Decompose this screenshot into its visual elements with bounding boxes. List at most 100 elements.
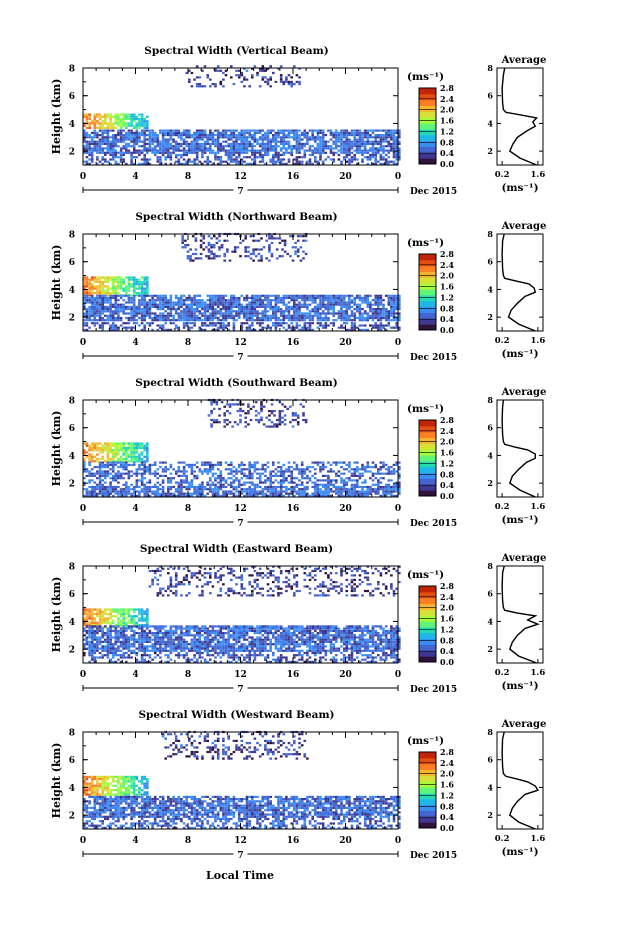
heatmap-cell (356, 470, 359, 473)
heatmap-cell (195, 488, 199, 491)
heatmap-cell (207, 235, 211, 238)
heatmap-cell (361, 314, 364, 317)
heatmap-cell (279, 147, 283, 150)
heatmap-cell (127, 131, 131, 134)
heatmap-cell (240, 129, 244, 132)
heatmap-cell (127, 474, 131, 477)
heatmap-cell (316, 303, 320, 306)
average-profile-line (501, 67, 538, 166)
heatmap-cell (303, 142, 307, 145)
average-x-tick-label: 1.6 (530, 336, 545, 346)
heatmap-cell (122, 305, 125, 308)
heatmap-cell (272, 463, 275, 466)
heatmap-cell (106, 280, 110, 284)
heatmap-cell (374, 294, 377, 297)
heatmap-cell (132, 455, 136, 458)
heatmap-cell (219, 310, 223, 313)
heatmap-cell (88, 294, 91, 297)
heatmap-cell (277, 158, 280, 161)
heatmap-cell (256, 312, 259, 315)
heatmap-cell (264, 326, 267, 329)
heatmap-cell (258, 160, 262, 163)
heatmap-cell (148, 301, 152, 304)
heatmap-cell (151, 312, 154, 315)
heatmap-cell (122, 151, 125, 154)
heatmap-cell (88, 136, 91, 139)
heatmap-cell (182, 470, 186, 473)
heatmap-cell (327, 301, 330, 304)
heatmap-cell (151, 305, 154, 308)
heatmap-cell (111, 291, 115, 295)
heatmap-cell (345, 314, 349, 317)
heatmap-cell (248, 314, 251, 317)
heatmap-cell (211, 492, 215, 495)
heatmap-cell (130, 156, 133, 159)
heatmap-cell (329, 301, 333, 304)
heatmap-cell (366, 129, 370, 132)
heatmap-cell (382, 461, 385, 464)
heatmap-cell (153, 316, 157, 320)
heatmap-cell (256, 151, 259, 154)
heatmap-cell (248, 316, 251, 320)
heatmap-cell (211, 140, 215, 143)
heatmap-cell (219, 494, 223, 497)
heatmap-cell (227, 472, 230, 475)
heatmap-cell (223, 252, 226, 256)
heatmap-cell (398, 328, 401, 331)
heatmap-cell (369, 477, 372, 480)
heatmap-cell (159, 488, 162, 491)
heatmap-cell (101, 490, 104, 493)
heatmap-cell (256, 492, 259, 495)
heatmap-cell (122, 466, 125, 469)
heatmap-cell (127, 280, 131, 284)
heatmap-cell (90, 479, 94, 482)
heatmap-cell (253, 299, 257, 302)
heatmap-cell (251, 466, 254, 469)
panel-title: Spectral Width (Vertical Beam) (144, 45, 328, 57)
heatmap-cell (363, 149, 367, 152)
heatmap-cell (308, 314, 312, 317)
heatmap-cell (156, 324, 160, 327)
heatmap-cell (98, 446, 102, 450)
heatmap-cell (83, 294, 86, 297)
heatmap-cell (127, 446, 131, 450)
heatmap-cell (266, 80, 270, 83)
heatmap-cell (321, 138, 325, 141)
heatmap-cell (350, 310, 354, 313)
heatmap-cell (104, 305, 107, 308)
heatmap-cell (266, 303, 270, 306)
heatmap-cell (201, 490, 204, 493)
heatmap-cell (240, 477, 244, 480)
heatmap-cell (188, 485, 191, 489)
heatmap-cell (350, 301, 354, 304)
heatmap-cell (127, 299, 131, 302)
colorbar-swatch (419, 259, 436, 267)
heatmap-cell (366, 466, 370, 469)
heatmap-cell (285, 305, 288, 308)
heatmap-cell (117, 474, 120, 477)
heatmap-cell (188, 142, 191, 145)
heatmap-cell (146, 138, 149, 141)
heatmap-cell (127, 488, 131, 491)
heatmap-cell (104, 142, 107, 145)
heatmap-cell (188, 149, 191, 152)
heatmap-cell (332, 136, 335, 139)
heatmap-cell (146, 289, 149, 292)
heatmap-cell (177, 149, 181, 152)
heatmap-cell (260, 405, 263, 408)
heatmap-cell (245, 142, 249, 145)
heatmap-cell (332, 299, 335, 302)
heatmap-cell (298, 76, 301, 79)
heatmap-cell (156, 296, 160, 300)
heatmap-cell (146, 470, 149, 473)
heatmap-cell (285, 142, 288, 145)
heatmap-cell (353, 131, 356, 134)
heatmap-cell (106, 149, 110, 152)
heatmap-cell (219, 294, 223, 297)
heatmap-cell (228, 405, 232, 408)
heatmap-cell (169, 129, 173, 132)
heatmap-cell (114, 308, 118, 311)
heatmap-cell (371, 149, 375, 152)
heatmap-cell (98, 312, 102, 315)
heatmap-cell (274, 142, 278, 145)
